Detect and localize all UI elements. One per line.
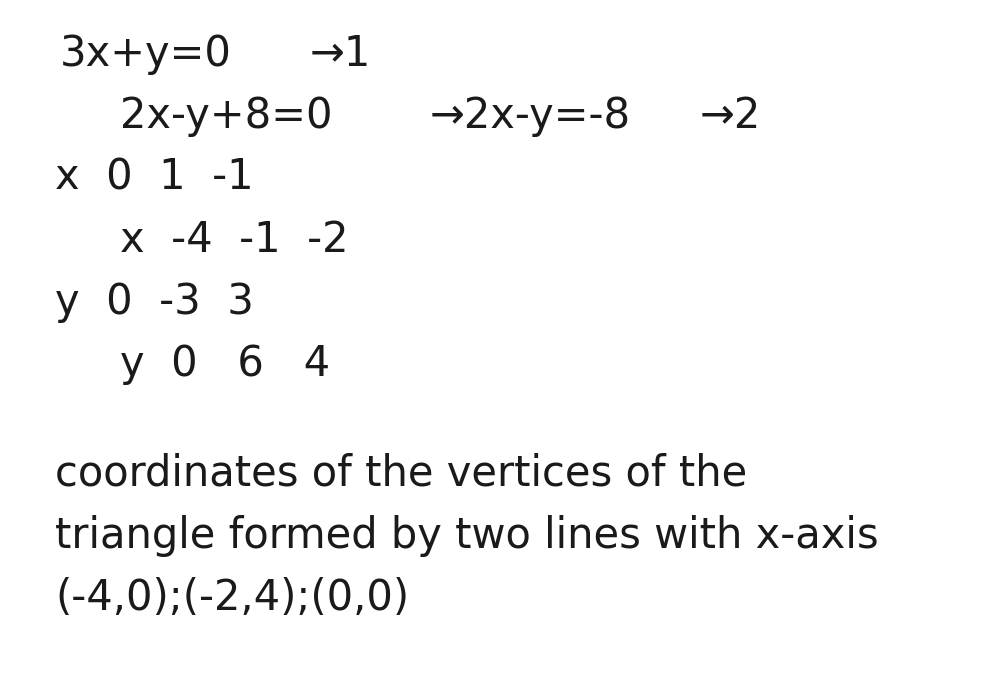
Text: triangle formed by two lines with x-axis: triangle formed by two lines with x-axis (55, 515, 879, 557)
Text: x  -4  -1  -2: x -4 -1 -2 (120, 219, 349, 261)
Text: 3x+y=0: 3x+y=0 (60, 33, 232, 75)
Text: coordinates of the vertices of the: coordinates of the vertices of the (55, 453, 747, 495)
Text: (-4,0);(-2,4);(0,0): (-4,0);(-2,4);(0,0) (55, 577, 409, 619)
Text: y  0   6   4: y 0 6 4 (120, 343, 330, 385)
Text: →2: →2 (700, 95, 761, 137)
Text: 2x-y+8=0: 2x-y+8=0 (120, 95, 332, 137)
Text: y  0  -3  3: y 0 -3 3 (55, 281, 254, 323)
Text: x  0  1  -1: x 0 1 -1 (55, 157, 254, 199)
Text: →1: →1 (310, 33, 371, 75)
Text: →2x-y=-8: →2x-y=-8 (430, 95, 631, 137)
